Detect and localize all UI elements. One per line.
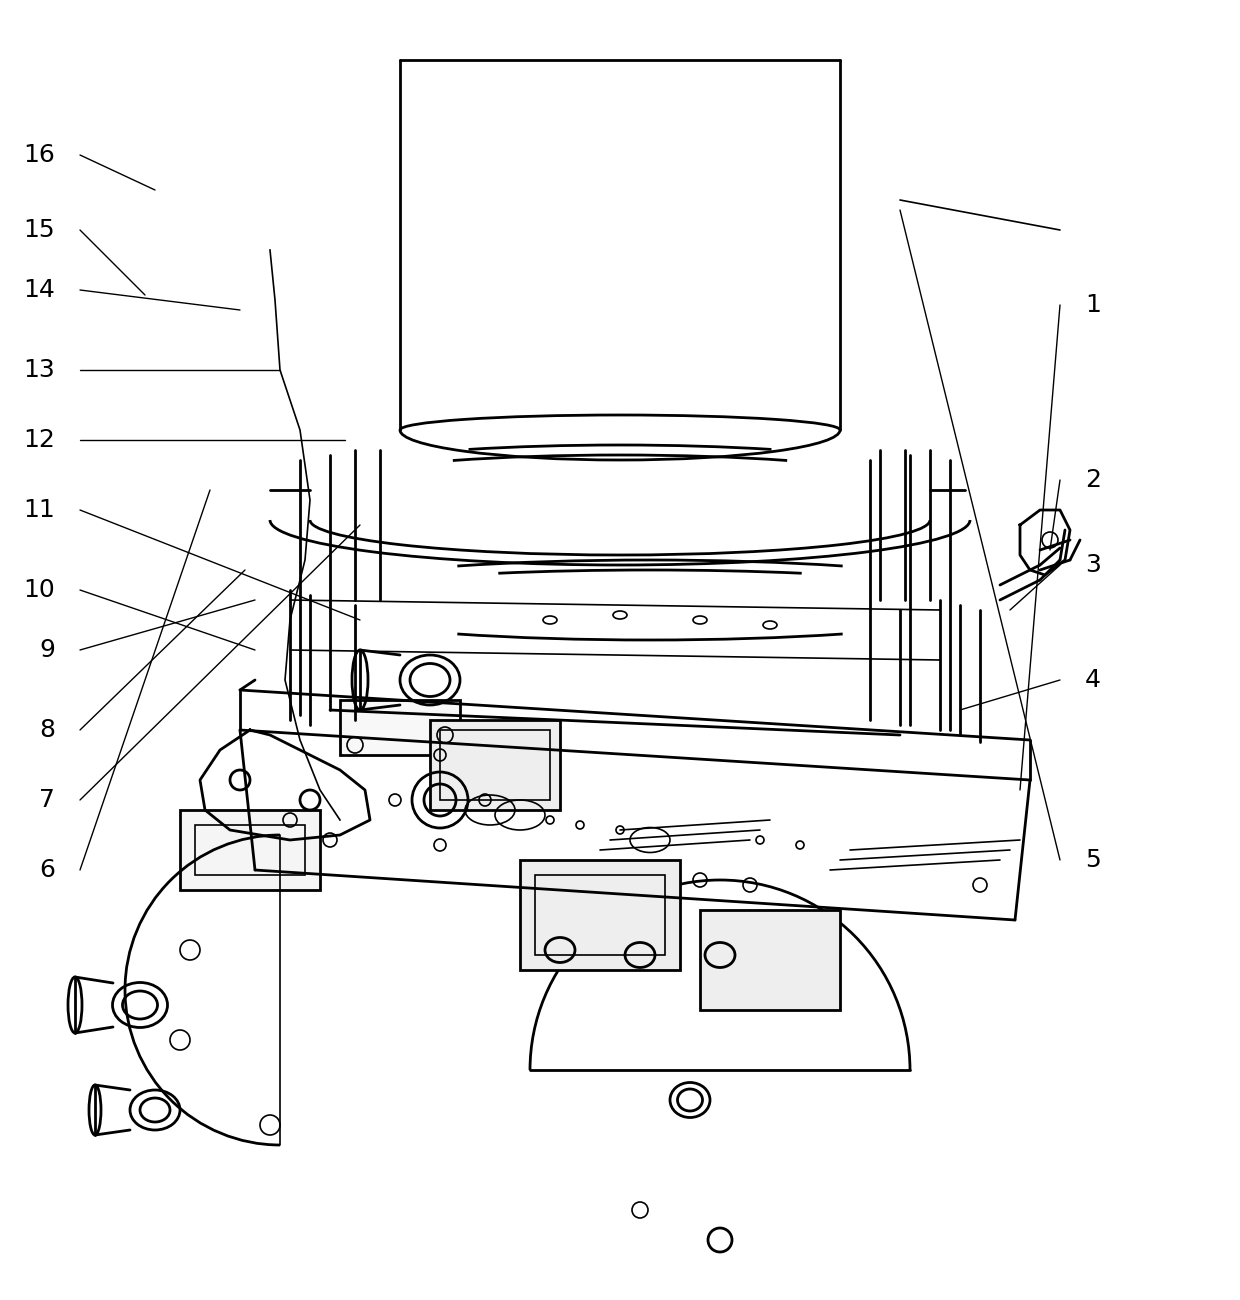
Bar xyxy=(520,861,680,970)
Text: 12: 12 xyxy=(24,428,55,452)
Text: 14: 14 xyxy=(24,278,55,302)
Text: 7: 7 xyxy=(40,788,55,812)
Bar xyxy=(701,910,839,1010)
Text: 16: 16 xyxy=(24,143,55,166)
Text: 8: 8 xyxy=(38,718,55,742)
Bar xyxy=(195,826,305,875)
Text: 4: 4 xyxy=(1085,668,1101,692)
Bar xyxy=(180,810,320,890)
Text: 15: 15 xyxy=(24,218,55,242)
Text: 6: 6 xyxy=(38,858,55,881)
Text: 10: 10 xyxy=(24,578,55,602)
Bar xyxy=(534,875,665,956)
Text: 13: 13 xyxy=(24,358,55,382)
Text: 2: 2 xyxy=(1085,468,1101,491)
Text: 3: 3 xyxy=(1085,552,1101,577)
Text: 1: 1 xyxy=(1085,292,1101,317)
Bar xyxy=(440,731,551,800)
Bar xyxy=(430,720,560,810)
Polygon shape xyxy=(1021,510,1070,575)
Text: 11: 11 xyxy=(24,498,55,523)
Bar xyxy=(340,699,460,755)
Text: 9: 9 xyxy=(40,638,55,662)
Text: 5: 5 xyxy=(1085,848,1101,872)
